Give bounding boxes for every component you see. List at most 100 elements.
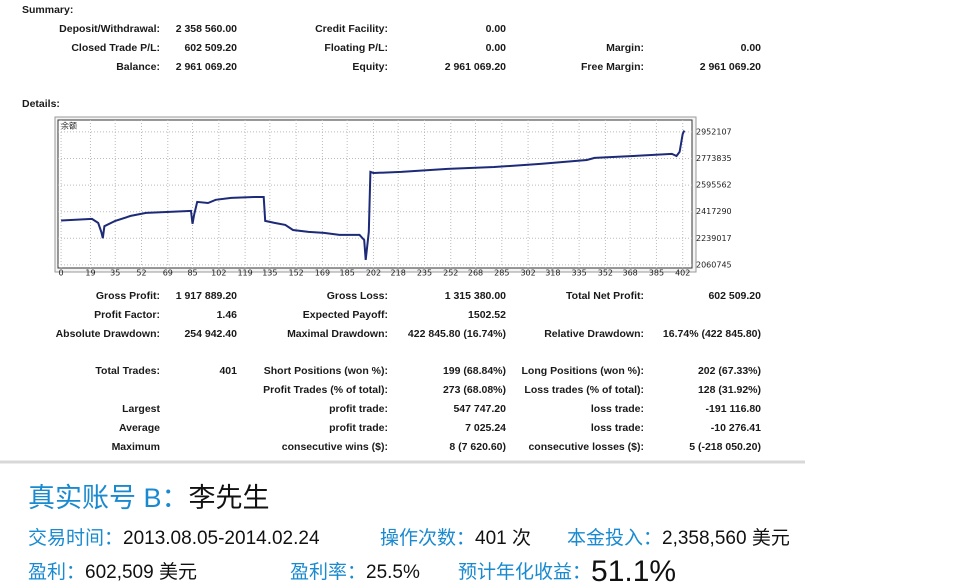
y-tick-label: 2773835 <box>696 154 732 163</box>
field-label: Gross Profit: <box>96 290 160 302</box>
x-tick-label: 0 <box>59 269 64 278</box>
field-value: 8 (7 620.60) <box>449 441 506 453</box>
x-tick-label: 152 <box>288 269 303 278</box>
field-value: 602 509.20 <box>184 42 237 54</box>
fact-label: 本金投入： <box>567 527 662 549</box>
fact-value: 602,509 美元 <box>85 561 197 583</box>
field-value: 1.46 <box>217 309 238 321</box>
field-value: 0.00 <box>486 23 507 35</box>
field-label: Expected Payoff: <box>303 309 388 321</box>
field-value: 1502.52 <box>468 309 506 321</box>
x-tick-label: 235 <box>417 269 432 278</box>
balance-line <box>61 130 686 261</box>
field-label: Maximum <box>112 441 160 453</box>
field-value: 202 (67.33%) <box>698 365 761 377</box>
details-title: Details: <box>22 98 60 110</box>
fact-label: 盈利率： <box>290 561 366 583</box>
field-value: 0.00 <box>486 42 507 54</box>
field-value: 7 025.24 <box>465 422 506 434</box>
fact: 本金投入：2,358,560 美元 <box>567 527 790 549</box>
field-label: Average <box>119 422 160 434</box>
field-label: Floating P/L: <box>324 42 388 54</box>
fact: 交易时间：2013.08.05-2014.02.24 <box>28 527 320 549</box>
x-tick-label: 69 <box>163 269 173 278</box>
field-label: Credit Facility: <box>315 23 388 35</box>
x-tick-label: 318 <box>545 269 560 278</box>
x-tick-label: 252 <box>443 269 458 278</box>
x-tick-label: 268 <box>468 269 483 278</box>
y-tick-label: 2595562 <box>696 181 732 190</box>
field-value: 254 942.40 <box>184 328 237 340</box>
field-label: Total Trades: <box>95 365 160 377</box>
field-value: 2 961 069.20 <box>700 61 761 73</box>
fact-label: 预计年化收益： <box>458 561 591 583</box>
field-value: 602 509.20 <box>708 290 761 302</box>
fact-label: 操作次数： <box>380 527 475 549</box>
field-value: 1 917 889.20 <box>176 290 237 302</box>
fact-label: 交易时间： <box>28 527 123 549</box>
field-label: Short Positions (won %): <box>264 365 388 377</box>
field-value: 422 845.80 (16.74%) <box>408 328 506 340</box>
field-value: -10 276.41 <box>711 422 761 434</box>
x-tick-label: 135 <box>262 269 277 278</box>
field-value: 2 961 069.20 <box>445 61 506 73</box>
fact-value: 2013.08.05-2014.02.24 <box>123 528 320 549</box>
fact: 操作次数：401 次 <box>380 527 531 549</box>
x-tick-label: 285 <box>494 269 509 278</box>
x-tick-label: 335 <box>571 269 586 278</box>
x-tick-label: 352 <box>598 269 613 278</box>
x-tick-label: 385 <box>649 269 664 278</box>
x-tick-label: 368 <box>623 269 638 278</box>
x-tick-label: 102 <box>211 269 226 278</box>
field-label: Relative Drawdown: <box>544 328 644 340</box>
field-label: profit trade: <box>329 422 388 434</box>
x-tick-label: 35 <box>110 269 120 278</box>
x-tick-label: 85 <box>187 269 197 278</box>
fact-value: 401 次 <box>475 527 531 549</box>
field-value: 5 (-218 050.20) <box>689 441 761 453</box>
field-value: -191 116.80 <box>706 403 762 415</box>
field-label: Gross Loss: <box>327 290 388 302</box>
field-label: consecutive losses ($): <box>528 441 644 453</box>
field-value: 199 (68.84%) <box>443 365 506 377</box>
field-value: 1 315 380.00 <box>445 290 506 302</box>
field-value: 273 (68.08%) <box>443 384 506 396</box>
field-label: Largest <box>122 403 160 415</box>
field-label: Long Positions (won %): <box>522 365 644 377</box>
x-tick-label: 19 <box>85 269 95 278</box>
x-tick-label: 185 <box>340 269 355 278</box>
field-label: loss trade: <box>591 422 644 434</box>
field-label: Profit Trades (% of total): <box>263 384 388 396</box>
y-tick-label: 2239017 <box>696 234 732 243</box>
plot-area <box>57 119 693 269</box>
field-label: loss trade: <box>591 403 644 415</box>
account-prefix: 真实账号 B： <box>28 483 189 513</box>
y-tick-label: 2060745 <box>696 260 732 269</box>
field-label: Profit Factor: <box>94 309 160 321</box>
summary-title: Summary: <box>22 4 73 16</box>
x-tick-label: 119 <box>237 269 252 278</box>
field-value: 0.00 <box>741 42 762 54</box>
x-tick-label: 218 <box>391 269 406 278</box>
field-label: Maximal Drawdown: <box>287 328 388 340</box>
field-value: 547 747.20 <box>453 403 506 415</box>
fact-value: 2,358,560 美元 <box>662 527 790 549</box>
field-value: 128 (31.92%) <box>698 384 761 396</box>
x-tick-label: 402 <box>675 269 690 278</box>
fact: 预计年化收益：51.1% <box>458 555 676 585</box>
field-value: 2 358 560.00 <box>176 23 237 35</box>
account-title: 真实账号 B：李先生 <box>28 483 270 513</box>
y-tick-label: 2417290 <box>696 207 732 216</box>
field-value: 16.74% (422 845.80) <box>663 328 761 340</box>
field-label: Loss trades (% of total): <box>524 384 644 396</box>
fact-label: 盈利： <box>28 561 85 583</box>
fact: 盈利：602,509 美元 <box>28 561 197 583</box>
x-tick-label: 52 <box>136 269 146 278</box>
field-label: Closed Trade P/L: <box>71 42 160 54</box>
field-label: Balance: <box>116 61 160 73</box>
field-label: consecutive wins ($): <box>282 441 388 453</box>
field-label: Free Margin: <box>581 61 644 73</box>
y-tick-label: 2952107 <box>696 127 732 136</box>
field-label: profit trade: <box>329 403 388 415</box>
